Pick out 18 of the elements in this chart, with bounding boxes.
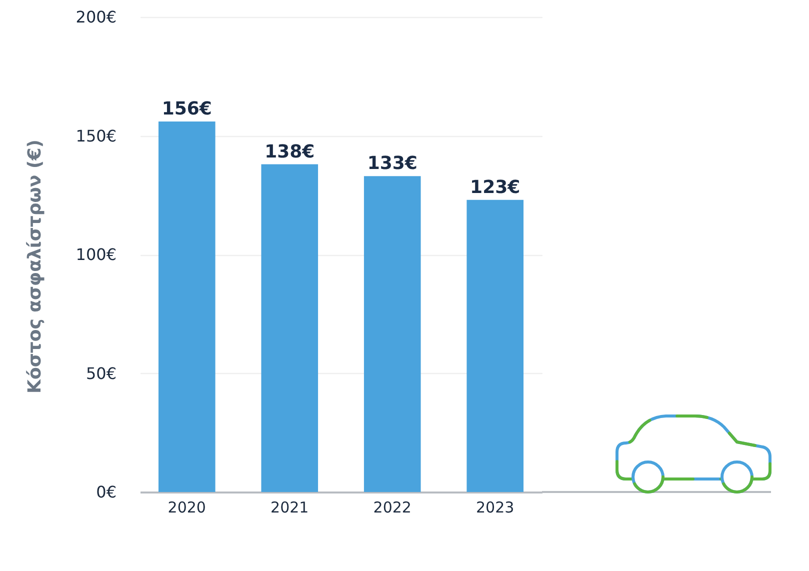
bar [364,176,421,492]
bar [466,200,524,492]
bar [158,122,216,492]
x-tick-label: 2020 [168,498,206,516]
x-tick-label: 2023 [476,498,514,516]
y-tick-label: 0€ [96,482,116,502]
data-label: 133€ [367,153,418,174]
y-tick-label: 50€ [86,364,116,383]
data-label: 138€ [264,141,315,162]
y-tick-label: 200€ [76,8,116,26]
y-axis-title: Κόστος ασφαλίστρων (€) [24,140,46,394]
x-tick-label: 2021 [270,498,309,516]
y-tick-label: 150€ [76,126,116,146]
bar [261,164,318,492]
data-label: 123€ [470,176,520,198]
y-tick-label: 100€ [76,245,116,264]
data-label: 156€ [162,98,212,120]
x-tick-label: 2022 [373,498,412,516]
